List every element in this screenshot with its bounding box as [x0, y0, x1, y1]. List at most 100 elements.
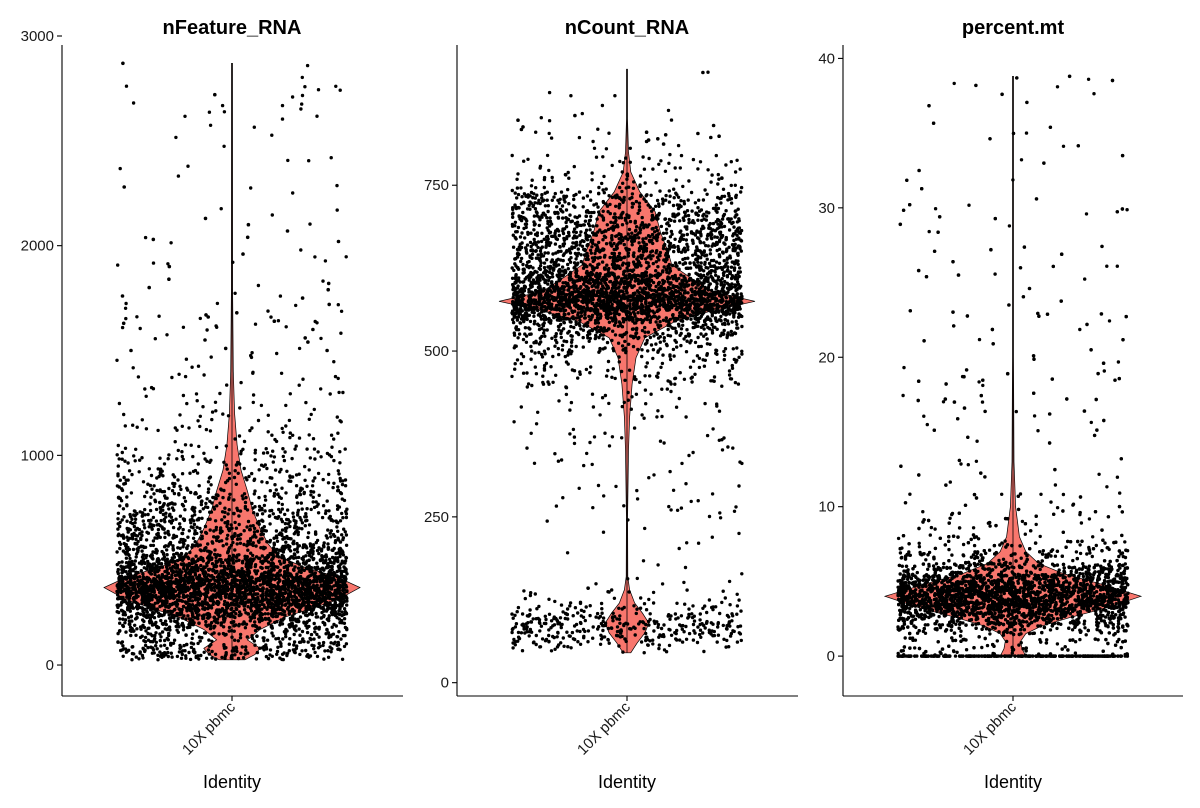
data-point	[661, 353, 665, 357]
data-point	[135, 534, 140, 538]
data-point	[206, 480, 211, 484]
data-point	[236, 656, 241, 661]
data-point	[317, 551, 321, 556]
data-point	[158, 456, 162, 460]
data-point	[154, 631, 158, 635]
data-point	[204, 619, 208, 624]
data-point	[238, 585, 242, 590]
data-point	[232, 574, 236, 579]
data-point	[171, 590, 175, 594]
data-point	[192, 519, 196, 523]
data-point	[252, 616, 257, 620]
data-point	[138, 326, 142, 331]
data-point	[149, 645, 153, 649]
data-point	[322, 609, 326, 613]
data-point	[255, 650, 260, 655]
data-point	[676, 143, 681, 148]
data-point	[234, 482, 238, 486]
data-point	[127, 547, 132, 552]
data-point	[166, 626, 171, 631]
data-point	[153, 337, 157, 341]
data-point	[160, 600, 165, 605]
data-point	[336, 485, 340, 489]
data-point	[292, 532, 296, 536]
data-point	[163, 603, 167, 607]
data-point	[345, 627, 349, 632]
data-point	[197, 484, 201, 488]
data-point	[192, 522, 197, 527]
data-point	[620, 436, 624, 440]
data-point	[271, 548, 276, 552]
data-point	[242, 608, 247, 612]
data-point	[339, 569, 343, 573]
data-point	[529, 620, 533, 624]
data-point	[583, 618, 587, 623]
data-point	[525, 385, 529, 389]
data-point	[177, 591, 182, 595]
data-point	[332, 458, 336, 463]
data-point	[149, 518, 153, 522]
data-point	[251, 506, 255, 510]
data-point	[174, 135, 178, 140]
data-point	[254, 657, 259, 661]
data-point	[276, 572, 280, 576]
data-point	[117, 532, 121, 536]
data-point	[249, 542, 254, 546]
data-point	[617, 644, 621, 648]
data-point	[227, 497, 231, 501]
data-point	[161, 508, 165, 512]
data-point	[309, 493, 313, 497]
data-point	[276, 501, 281, 505]
data-point	[116, 464, 121, 468]
data-point	[314, 500, 318, 504]
data-point	[297, 555, 301, 560]
data-point	[284, 529, 288, 533]
data-point	[237, 522, 241, 527]
data-point	[683, 602, 687, 606]
data-point	[175, 558, 180, 563]
data-point	[248, 527, 252, 532]
data-point	[207, 652, 212, 656]
data-point	[339, 331, 343, 335]
data-point	[227, 528, 231, 533]
data-point	[158, 470, 162, 475]
data-point	[626, 577, 630, 581]
data-point	[302, 621, 306, 625]
data-point	[225, 537, 229, 541]
outlier-point	[241, 252, 245, 256]
data-point	[172, 638, 177, 642]
data-point	[721, 187, 726, 191]
data-point	[270, 508, 274, 513]
data-point	[344, 533, 349, 537]
data-point	[232, 629, 236, 633]
data-point	[116, 567, 121, 572]
data-point	[262, 528, 267, 533]
data-point	[284, 403, 288, 408]
data-point	[298, 633, 302, 637]
data-point	[130, 619, 134, 623]
data-point	[197, 575, 202, 579]
data-point	[307, 523, 312, 527]
data-point	[293, 553, 297, 557]
data-point	[282, 536, 286, 540]
data-point	[204, 656, 209, 660]
data-point	[196, 598, 200, 602]
data-point	[254, 544, 258, 548]
data-point	[673, 338, 677, 343]
data-point	[277, 586, 282, 590]
data-point	[272, 605, 276, 610]
data-point	[308, 578, 312, 583]
data-point	[220, 539, 224, 543]
data-point	[239, 452, 243, 456]
data-point	[178, 522, 182, 526]
data-point	[268, 648, 273, 652]
data-point	[319, 593, 323, 597]
data-point	[196, 617, 200, 621]
data-point	[167, 486, 171, 491]
data-point	[233, 548, 237, 552]
data-point	[157, 595, 161, 599]
data-point	[130, 658, 134, 662]
data-point	[218, 391, 222, 396]
data-point	[246, 605, 250, 609]
data-point	[181, 457, 185, 461]
